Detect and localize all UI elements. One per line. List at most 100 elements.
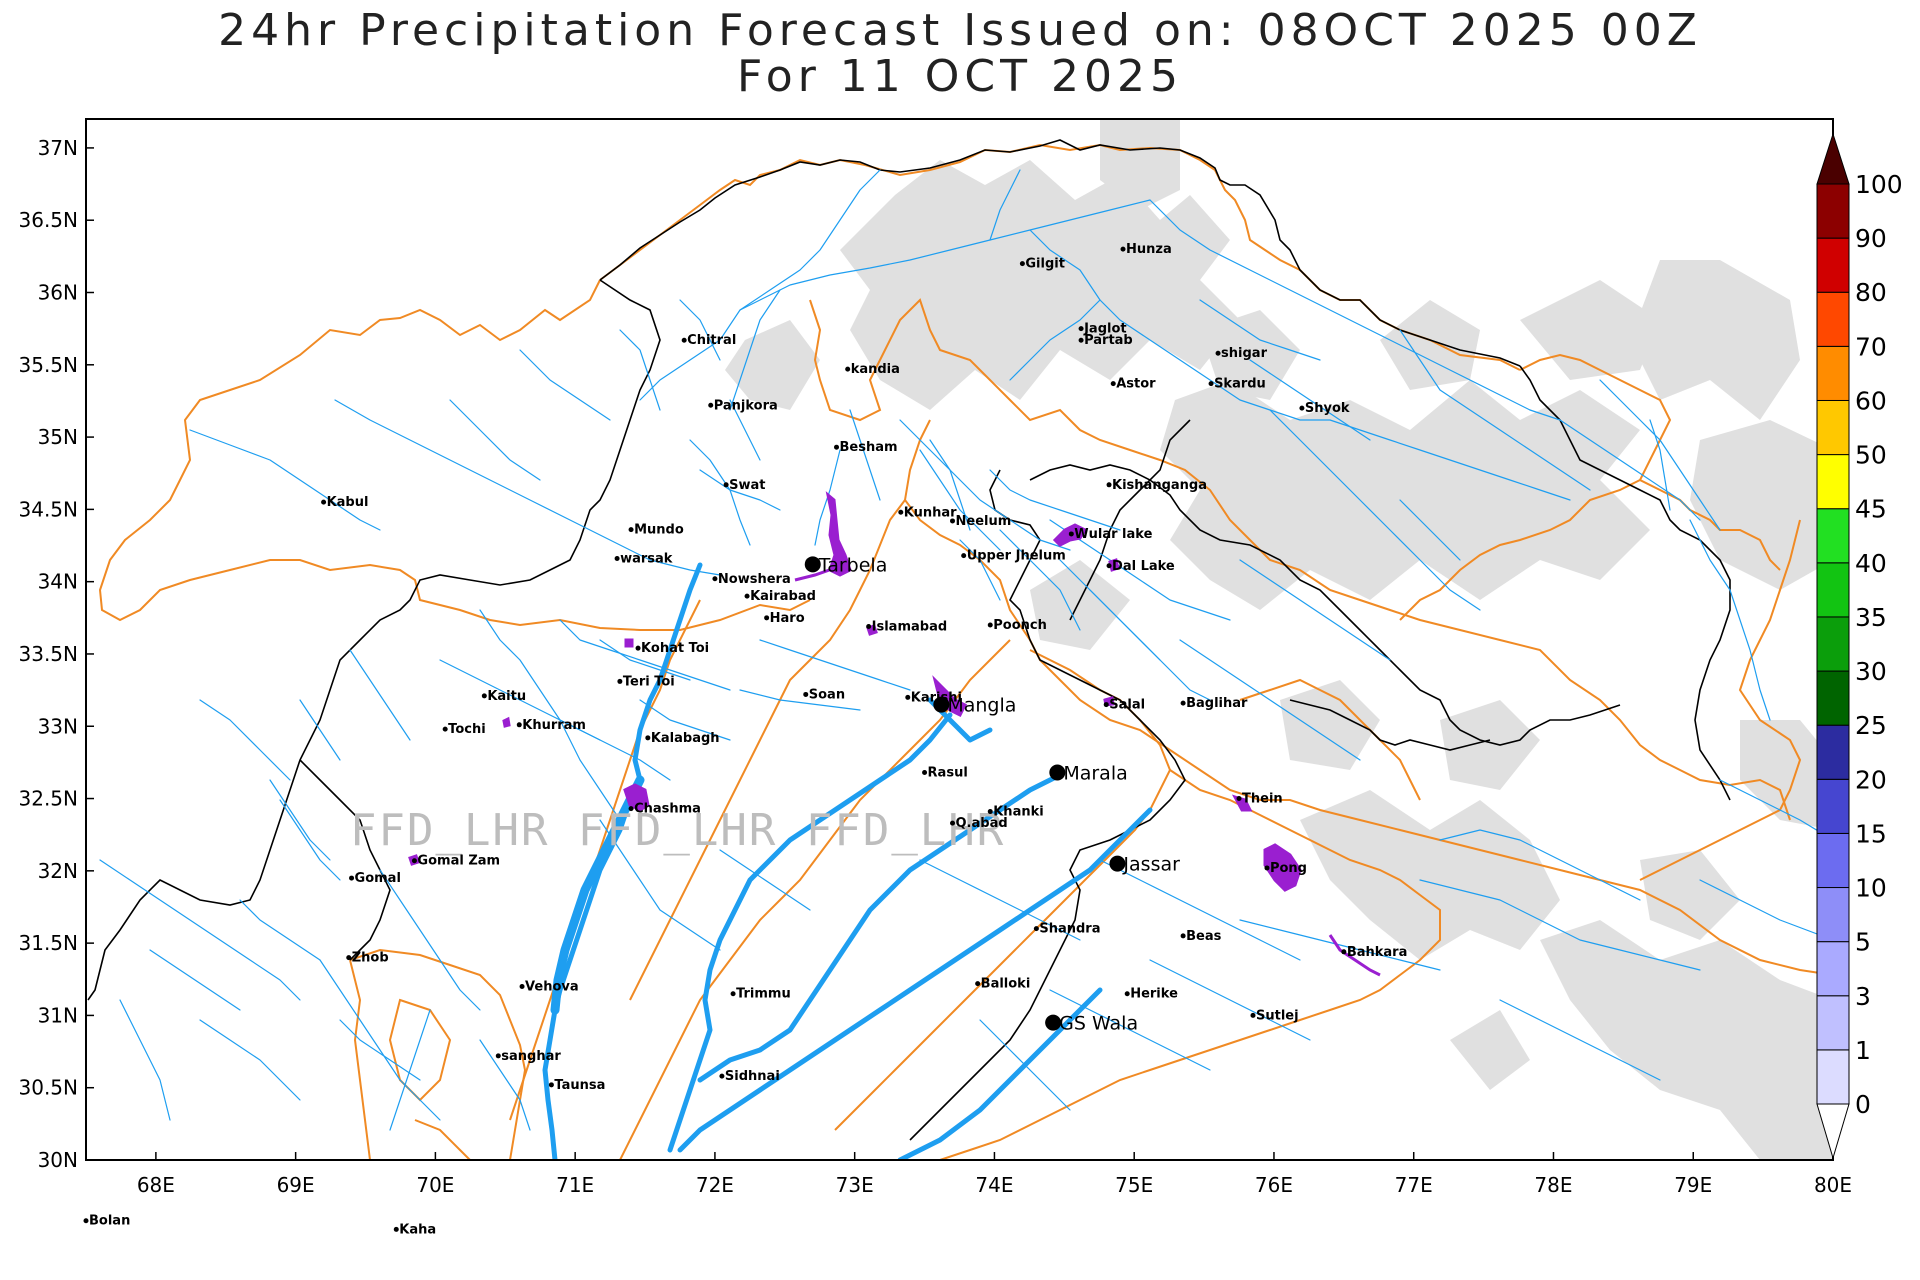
city-dot [617, 678, 623, 684]
city-dot [1106, 563, 1112, 569]
river [619, 329, 661, 411]
colorbar-label: 80 [1855, 278, 1887, 307]
city-dot [1078, 326, 1084, 332]
lat-tick-label: 33.5N [19, 642, 79, 666]
colorbar-label: 50 [1855, 441, 1887, 470]
city-label: Kabul [327, 495, 369, 510]
basin-boundary [349, 948, 527, 1160]
city-dot [834, 444, 840, 450]
river [1529, 409, 1701, 521]
city-dot [987, 622, 993, 628]
lon-tick-label: 80E [1814, 1173, 1852, 1197]
city-label: warsak [620, 552, 673, 567]
river [349, 649, 411, 741]
city-label: Skardu [1214, 377, 1266, 392]
city-dot [349, 875, 355, 881]
border [1519, 365, 1731, 801]
city-label: Kalabagh [651, 731, 720, 746]
lon-tick-label: 68E [137, 1173, 175, 1197]
river [1249, 359, 1371, 441]
colorbar-label: 3 [1855, 982, 1871, 1011]
city-dot [519, 984, 525, 989]
colorbar-segment [1816, 399, 1850, 456]
city-dot [1124, 991, 1130, 997]
basin-boundary [619, 639, 1011, 1160]
stations-layer: Tarbela Mangla Marala Jassar GS Wala [804, 554, 1180, 1035]
city-dot [346, 955, 352, 961]
city-dot [961, 553, 967, 559]
colorbar-segment [1816, 291, 1850, 347]
river [1499, 999, 1661, 1081]
colorbar-label: 70 [1855, 332, 1887, 361]
city-dot [1341, 949, 1347, 955]
reservoir-khurram [502, 716, 511, 728]
colorbar-segment [1816, 778, 1850, 834]
city-label: Islamabad [872, 619, 948, 634]
lat-tick-label: 37N [38, 136, 78, 160]
river [1239, 919, 1441, 971]
basin-boundary [388, 998, 452, 1102]
reservoir-chashma [623, 783, 650, 812]
city-dot [730, 991, 736, 997]
city-label: Thein [1242, 792, 1283, 807]
colorbar-segment [1816, 887, 1850, 943]
river [279, 799, 341, 881]
city-label: Poonch [993, 618, 1047, 633]
city-label: sanghar [501, 1049, 561, 1064]
river [559, 719, 671, 781]
lon-tick-label: 73E [836, 1173, 874, 1197]
reservoir-dal [1108, 558, 1120, 572]
basin-boundary [1519, 353, 1781, 571]
lon-tick-label: 79E [1674, 1173, 1712, 1197]
river [1149, 199, 1531, 411]
river-jhelum [667, 712, 953, 1153]
basin-boundary [834, 649, 1172, 1131]
precip-shading-layer [725, 120, 1833, 1160]
colorbar-label: 15 [1855, 819, 1887, 848]
city-dot [950, 518, 956, 524]
river [1049, 989, 1211, 1071]
city-dot [1264, 865, 1270, 871]
city-dot [1180, 933, 1186, 939]
river [729, 289, 781, 411]
precip-area [1380, 300, 1480, 390]
basin-boundary [809, 298, 1791, 821]
border [1289, 699, 1491, 751]
city-label: Kairabad [750, 589, 816, 604]
city-label: Soan [809, 687, 845, 702]
city-label: Kishanganga [1112, 478, 1207, 493]
river [449, 399, 541, 481]
station-marker [1045, 1014, 1062, 1031]
lat-tick-label: 33N [38, 714, 78, 738]
river [759, 639, 911, 691]
river [1049, 519, 1231, 621]
city-label: Balloki [981, 977, 1031, 992]
river [1179, 639, 1361, 761]
lon-tick-label: 69E [277, 1173, 315, 1197]
title-line-2: For 11 OCT 2025 [737, 51, 1183, 102]
colorbar-label: 45 [1855, 495, 1887, 524]
city-label: kandia [851, 362, 900, 377]
river [199, 1019, 301, 1101]
river [379, 869, 481, 1011]
river [519, 349, 611, 421]
city-dot [393, 1226, 399, 1232]
colorbar-segment [1816, 941, 1850, 997]
basin-boundary [1399, 479, 1641, 621]
colorbar-label: 5 [1855, 928, 1871, 957]
river [1099, 859, 1301, 961]
colorbar-segment [1816, 508, 1850, 564]
lat-tick-label: 34N [38, 570, 78, 594]
city-label: Khurram [522, 718, 586, 733]
river [1399, 329, 1591, 491]
city-label: Tochi [448, 722, 486, 737]
basin-boundary [1639, 519, 1802, 881]
city-label: Shyok [1305, 401, 1350, 416]
lat-tick-label: 31N [38, 1003, 78, 1027]
river [1239, 559, 1391, 661]
reservoir-bahkara [1328, 934, 1381, 977]
city-label: Gomal [355, 871, 401, 886]
city-dot [83, 1218, 89, 1224]
precip-area [1440, 700, 1540, 790]
basin-boundary [349, 959, 371, 1160]
